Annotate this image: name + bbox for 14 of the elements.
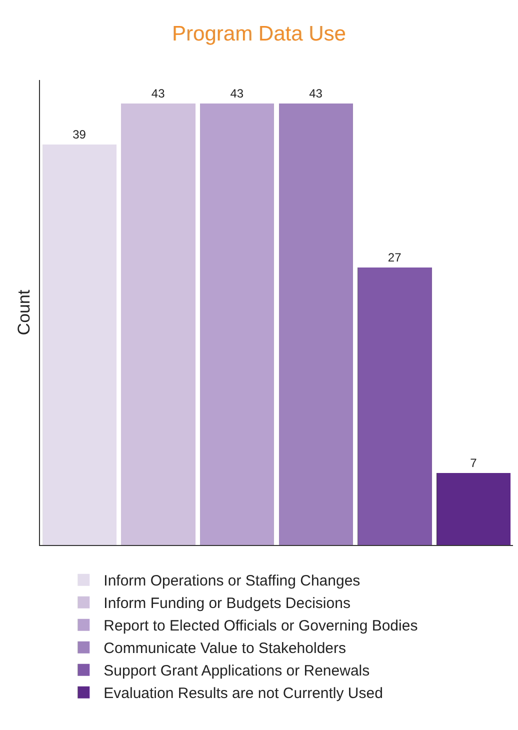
legend-label: Communicate Value to Stakeholders — [104, 640, 346, 658]
legend-label: Evaluation Results are not Currently Used — [104, 685, 383, 702]
data-label: 7 — [470, 456, 478, 470]
chart-title: Program Data Use — [172, 22, 346, 46]
data-label: 43 — [151, 86, 166, 100]
data-label: 39 — [72, 127, 86, 142]
data-label: 27 — [388, 250, 402, 265]
y-axis-title: Count — [14, 290, 34, 336]
legend-label: Inform Funding or Budgets Decisions — [104, 595, 350, 612]
data-label: 43 — [309, 86, 323, 100]
data-label: 43 — [230, 86, 244, 100]
legend-label: Inform Operations or Staffing Changes — [104, 572, 360, 590]
legend-label: Report to Elected Officials or Governing Bodies — [104, 618, 418, 635]
legend-label: Support Grant Applications or Renewals — [104, 662, 370, 680]
